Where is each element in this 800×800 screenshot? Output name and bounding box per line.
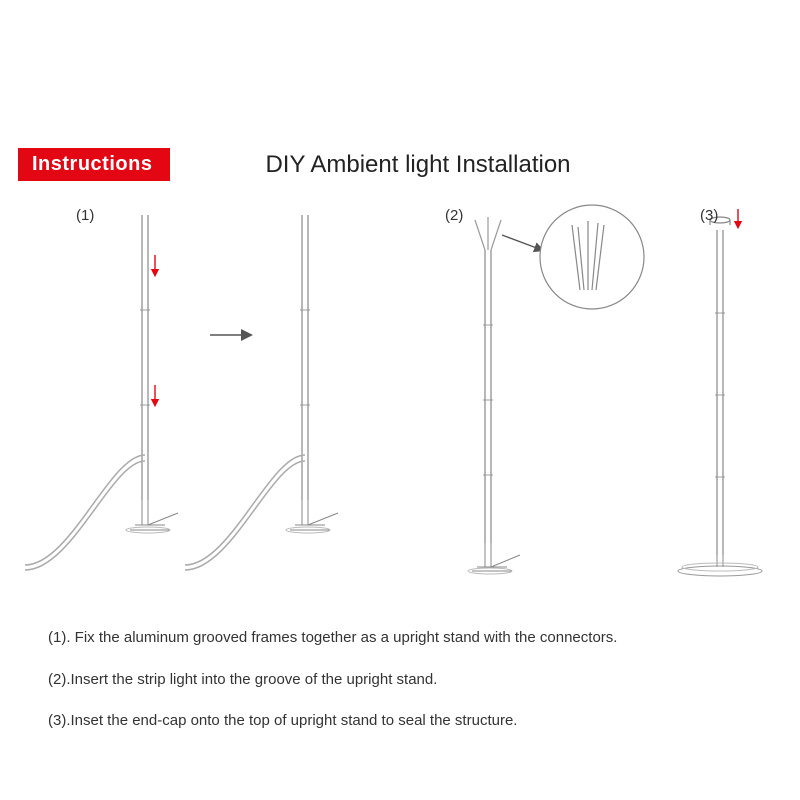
detail-callout-arrow — [502, 235, 542, 250]
instruction-3: (3).Inset the end-cap onto the top of up… — [48, 711, 748, 731]
pole-2 — [185, 215, 338, 570]
step-2-label: (2) — [445, 207, 463, 224]
header-row: Instructions DIY Ambient light Installat… — [0, 148, 800, 181]
instruction-1: (1). Fix the aluminum grooved frames tog… — [48, 628, 748, 648]
instructions-list: (1). Fix the aluminum grooved frames tog… — [48, 628, 748, 753]
instructions-badge: Instructions — [18, 148, 170, 181]
installation-diagram: (1) (2) (3) — [0, 195, 800, 595]
pole-4 — [678, 217, 762, 576]
detail-circle — [540, 205, 644, 309]
page-title: DIY Ambient light Installation — [265, 151, 570, 179]
instruction-2: (2).Insert the strip light into the groo… — [48, 670, 748, 690]
step-3-label: (3) — [700, 207, 718, 224]
step-1-label: (1) — [76, 207, 94, 224]
pole-3 — [468, 217, 520, 574]
diagram-svg — [0, 195, 800, 595]
